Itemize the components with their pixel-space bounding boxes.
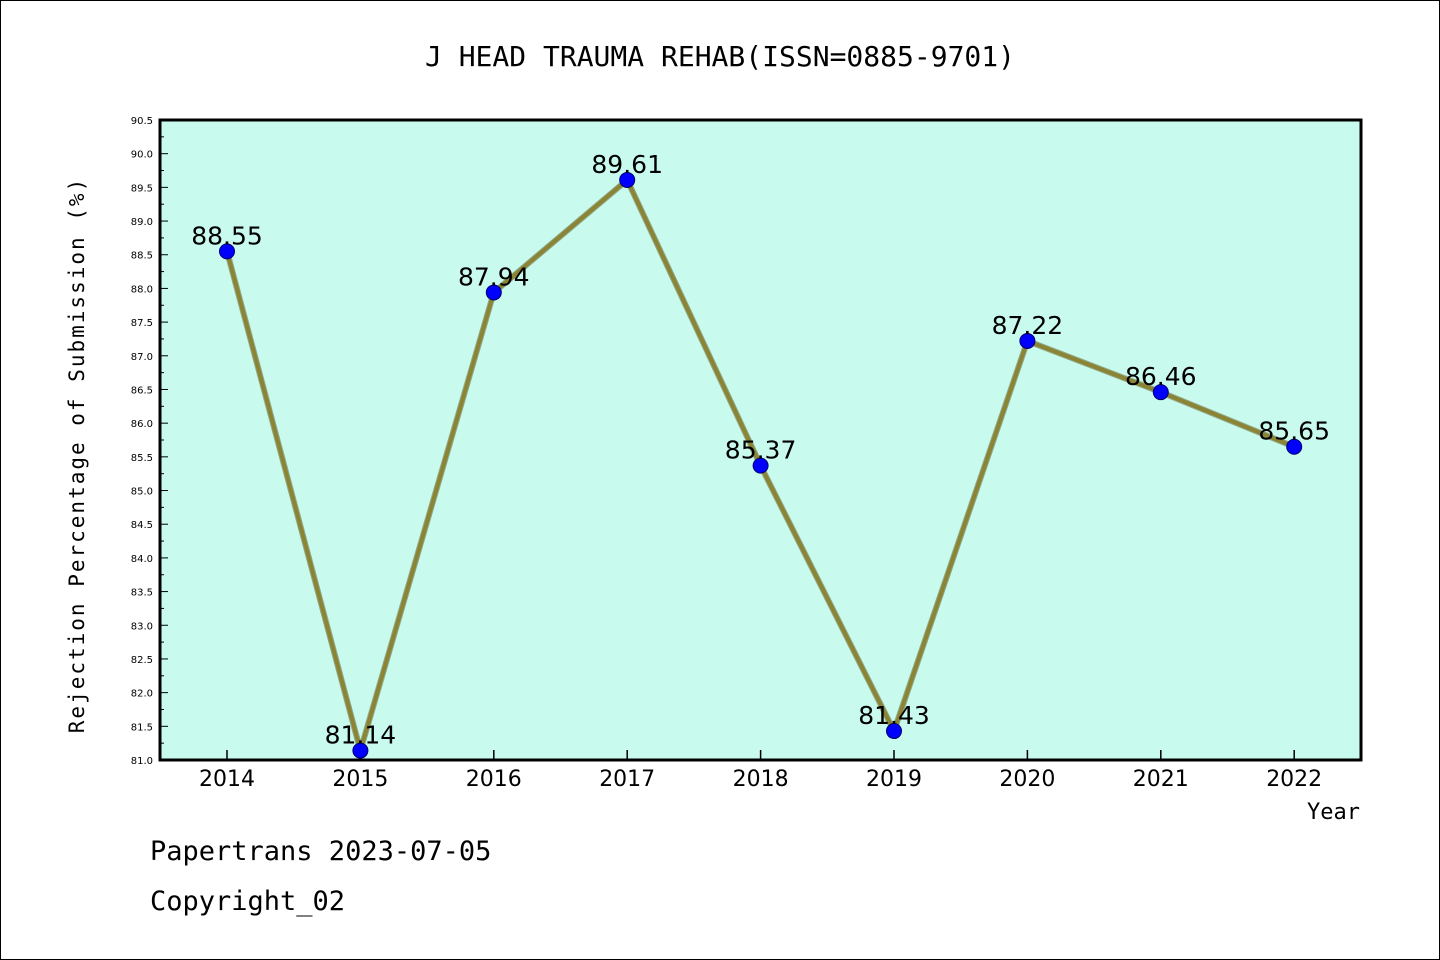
x-axis-label: Year: [1307, 800, 1360, 825]
chart-title: J HEAD TRAUMA REHAB(ISSN=0885-9701): [425, 40, 1015, 73]
footer-date: Papertrans 2023-07-05: [150, 836, 492, 867]
data-point: [1152, 384, 1169, 401]
data-label: 81.43: [858, 701, 930, 730]
x-tick-label: 2016: [466, 767, 522, 792]
x-tick-label: 2017: [599, 767, 655, 792]
data-point: [485, 284, 502, 301]
data-point: [219, 243, 235, 260]
x-tick-label: 2014: [199, 767, 255, 792]
data-labels: 88.55 81.14 87.94 89.61 85.37 81.43 87.22 86.46…: [191, 150, 1330, 750]
y-axis: 81.0 81.5 82.0 82.5 83.0 83.5 84.0 84.5 85.0 85.5…: [131, 116, 168, 767]
x-tick-label: 2021: [1133, 767, 1189, 792]
x-tick-label: 2018: [733, 767, 789, 792]
y-tick-label: 85.0: [131, 487, 153, 498]
y-tick-label: 85.5: [131, 453, 153, 464]
x-axis: 2014 2015 2016 2017 2018 2019 2020 2021 2022: [199, 750, 1322, 792]
y-tick-label: 87.0: [131, 352, 153, 363]
data-label: 87.22: [992, 311, 1064, 340]
data-label: 85.65: [1258, 417, 1330, 446]
y-tick-label: 82.0: [131, 689, 153, 700]
y-tick-label: 88.0: [131, 284, 153, 295]
data-label: 88.55: [191, 221, 263, 250]
footer-copyright: Copyright_02: [150, 886, 346, 917]
plot-border: [158, 118, 1363, 762]
plot-area: [160, 120, 1361, 760]
y-tick-label: 84.0: [131, 554, 153, 565]
x-tick-label: 2015: [332, 767, 388, 792]
y-tick-label: 90.5: [131, 116, 153, 127]
y-tick-label: 86.0: [131, 419, 153, 430]
data-point: [352, 742, 369, 759]
y-tick-label: 88.5: [131, 251, 153, 262]
y-tick-label: 82.5: [131, 655, 153, 666]
y-tick-label: 84.5: [131, 520, 153, 531]
x-tick-label: 2022: [1266, 767, 1322, 792]
y-tick-label: 81.0: [131, 756, 153, 767]
y-tick-label: 81.5: [131, 722, 153, 733]
series-markers: [219, 171, 1303, 759]
y-tick-label: 90.0: [131, 150, 153, 161]
data-label: 85.37: [725, 436, 797, 465]
data-point: [1286, 438, 1303, 455]
x-tick-label: 2020: [999, 767, 1055, 792]
data-point: [1019, 332, 1036, 349]
data-label: 89.61: [591, 150, 663, 179]
data-point: [752, 457, 769, 474]
x-tick-label: 2019: [866, 767, 922, 792]
data-point: [886, 723, 902, 740]
data-point: [619, 171, 636, 188]
y-tick-label: 87.5: [131, 318, 153, 329]
data-label: 81.14: [325, 721, 397, 750]
data-label: 87.94: [458, 262, 530, 291]
y-tick-label: 83.0: [131, 621, 153, 632]
y-tick-label: 89.5: [131, 183, 153, 194]
y-tick-label: 89.0: [131, 217, 153, 228]
data-label: 86.46: [1125, 362, 1197, 391]
y-axis-label: Rejection Percentage of Submission (%): [65, 177, 89, 733]
y-tick-label: 86.5: [131, 385, 153, 396]
y-tick-label: 83.5: [131, 588, 153, 599]
